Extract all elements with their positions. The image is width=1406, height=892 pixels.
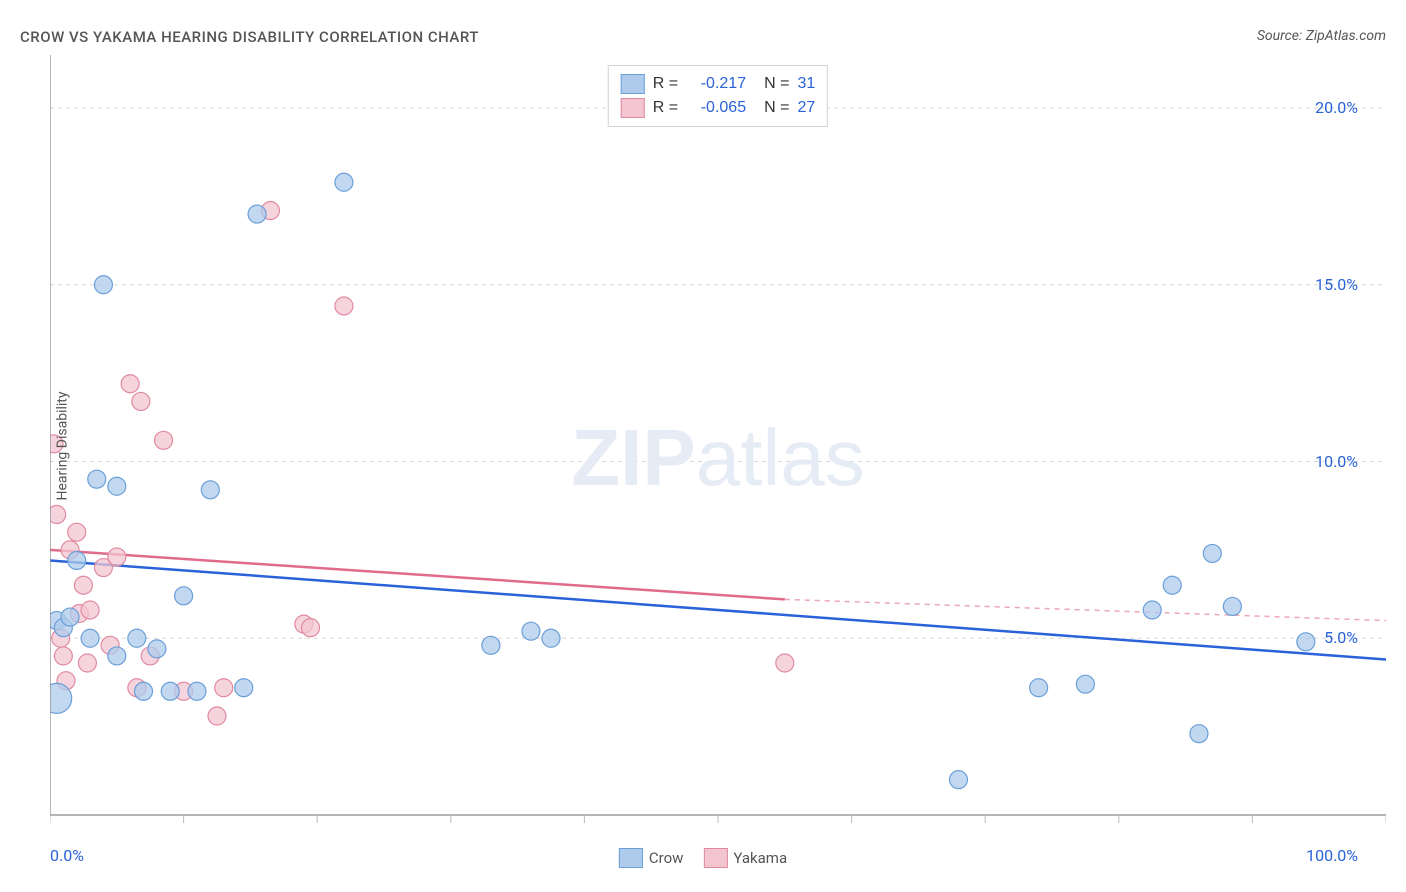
legend-label: Yakama bbox=[733, 849, 787, 867]
legend-swatch bbox=[621, 98, 645, 118]
n-value: 27 bbox=[797, 99, 815, 117]
legend-swatch bbox=[619, 848, 643, 868]
r-value: -0.065 bbox=[686, 99, 746, 117]
y-axis-label: Hearing Disability bbox=[54, 392, 70, 501]
r-label: R = bbox=[653, 99, 678, 117]
legend-swatch bbox=[703, 848, 727, 868]
chart-title: CROW VS YAKAMA HEARING DISABILITY CORREL… bbox=[20, 28, 479, 46]
svg-text:ZIPatlas: ZIPatlas bbox=[571, 413, 864, 502]
y-tick-label: 10.0% bbox=[1315, 452, 1358, 471]
y-tick-label: 5.0% bbox=[1324, 628, 1358, 647]
x-tick-label: 0.0% bbox=[50, 846, 84, 865]
n-value: 31 bbox=[797, 75, 815, 93]
r-label: R = bbox=[653, 75, 678, 93]
scatter-plot: ZIPatlas bbox=[50, 55, 1386, 837]
legend-label: Crow bbox=[649, 849, 684, 867]
r-value: -0.217 bbox=[686, 75, 746, 93]
legend-swatch bbox=[621, 74, 645, 94]
legend-stat-row: R = -0.065 N = 27 bbox=[621, 96, 815, 120]
y-tick-label: 15.0% bbox=[1315, 275, 1358, 294]
chart-area: ZIPatlas R = -0.217 N = 31 R = -0.065 N = 27 5.… bbox=[50, 55, 1386, 837]
y-tick-label: 20.0% bbox=[1315, 98, 1358, 117]
legend-series: Crow Yakama bbox=[619, 848, 787, 868]
source-attribution: Source: ZipAtlas.com bbox=[1257, 28, 1386, 44]
legend-item: Yakama bbox=[703, 848, 787, 868]
legend-stats: R = -0.217 N = 31 R = -0.065 N = 27 bbox=[608, 65, 828, 127]
legend-item: Crow bbox=[619, 848, 684, 868]
n-label: N = bbox=[764, 75, 789, 93]
n-label: N = bbox=[764, 99, 789, 117]
x-tick-label: 100.0% bbox=[1306, 846, 1358, 865]
legend-stat-row: R = -0.217 N = 31 bbox=[621, 72, 815, 96]
